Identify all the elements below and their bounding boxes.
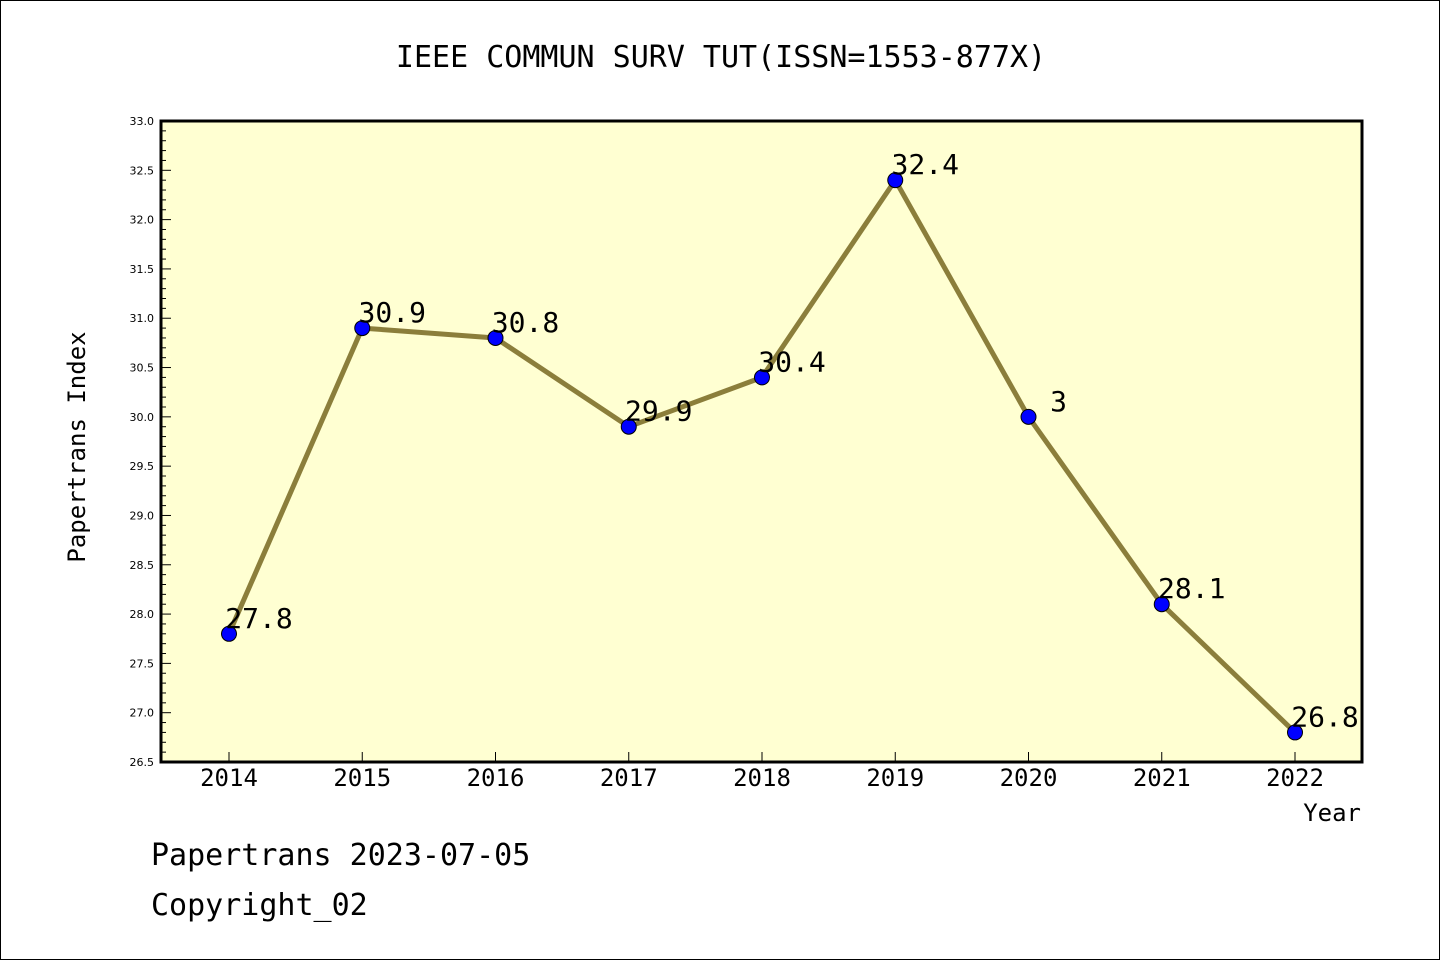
footer-date: Papertrans 2023-07-05 <box>151 838 530 873</box>
data-label: 29.9 <box>625 395 692 428</box>
y-tick-label: 31.5 <box>130 263 155 276</box>
y-tick-label: 32.0 <box>130 214 155 227</box>
y-tick-label: 26.5 <box>130 756 155 769</box>
data-point <box>887 172 904 189</box>
x-tick-label: 2022 <box>1266 764 1324 792</box>
data-point <box>354 320 371 337</box>
y-axis-label: Papertrans Index <box>63 331 91 562</box>
data-label: 3 <box>1050 385 1067 418</box>
y-tick-label: 31.0 <box>130 312 155 325</box>
series-layer: 27.8 30.9 30.8 29.9 30.4 32.4 3 28.1 26.8 <box>221 148 1359 741</box>
data-label: 26.8 <box>1291 700 1358 733</box>
y-tick-label: 27.0 <box>130 707 155 720</box>
data-point <box>487 329 504 346</box>
x-tick-label: 2019 <box>866 764 924 792</box>
y-tick-label: 33.0 <box>130 115 155 128</box>
data-point <box>1287 724 1303 741</box>
y-tick-label: 28.0 <box>130 608 155 621</box>
data-point <box>1020 408 1037 425</box>
x-tick-label: 2020 <box>1000 764 1058 792</box>
y-tick-label: 29.0 <box>130 509 155 522</box>
data-label: 30.8 <box>492 306 559 339</box>
data-point <box>221 625 237 642</box>
y-tick-label: 32.5 <box>130 164 155 177</box>
y-tick-label: 29.5 <box>130 460 155 473</box>
data-point <box>620 418 637 435</box>
y-axis: 26.5 27.0 27.5 28.0 28.5 29.0 29.5 30.0 30.5 31.0… <box>130 115 171 769</box>
x-axis: 2014 2015 2016 2017 2018 2019 2020 2021 2022 <box>200 752 1324 792</box>
data-label: 30.9 <box>359 296 426 329</box>
x-tick-label: 2015 <box>333 764 391 792</box>
x-tick-label: 2014 <box>200 764 258 792</box>
x-tick-label: 2017 <box>600 764 658 792</box>
data-label: 30.4 <box>758 345 825 378</box>
footer-copyright: Copyright_02 <box>151 888 368 923</box>
data-label: 32.4 <box>892 148 959 181</box>
data-point <box>754 369 770 386</box>
y-tick-label: 30.0 <box>130 411 155 424</box>
data-label: 27.8 <box>225 602 292 635</box>
x-tick-label: 2018 <box>733 764 791 792</box>
plot-area <box>159 119 1364 764</box>
x-tick-label: 2016 <box>467 764 525 792</box>
data-label: 28.1 <box>1158 572 1225 605</box>
data-point <box>1153 596 1170 613</box>
chart-title: IEEE COMMUN SURV TUT(ISSN=1553-877X) <box>396 40 1046 75</box>
x-axis-label: Year <box>1303 799 1361 827</box>
y-tick-label: 30.5 <box>130 362 155 375</box>
y-tick-label: 28.5 <box>130 559 155 572</box>
x-tick-label: 2021 <box>1133 764 1191 792</box>
y-tick-label: 27.5 <box>130 657 155 670</box>
